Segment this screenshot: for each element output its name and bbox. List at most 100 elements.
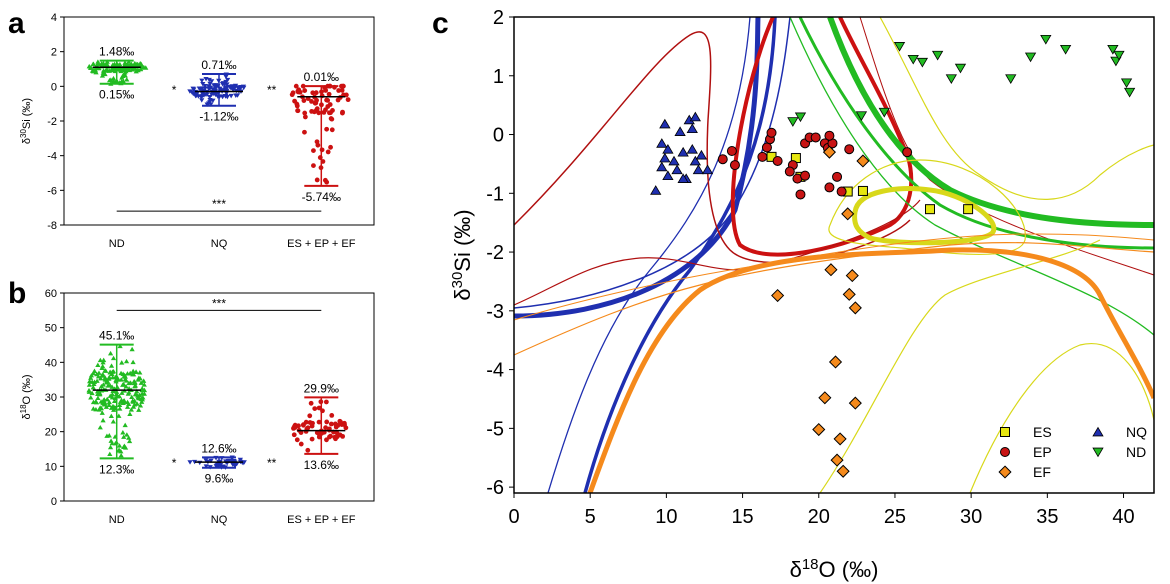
y-tick-label: -3 bbox=[486, 301, 504, 323]
data-point bbox=[137, 66, 144, 72]
min-label: -5.74‰ bbox=[302, 190, 341, 204]
data-point bbox=[99, 365, 105, 371]
x-tick-label: NQ bbox=[211, 238, 228, 250]
data-point bbox=[110, 78, 117, 84]
data-point bbox=[88, 395, 94, 400]
point-nd bbox=[893, 42, 906, 52]
point-ep bbox=[757, 151, 768, 162]
legend-label-ef: EF bbox=[1033, 464, 1051, 480]
data-point bbox=[132, 391, 139, 396]
data-point bbox=[100, 417, 106, 423]
data-point bbox=[118, 452, 124, 458]
data-point bbox=[327, 434, 332, 440]
panel-c-x-ticks: 0 5 10 15 20 25 30 35 40 bbox=[508, 493, 1135, 528]
point-ef bbox=[828, 355, 843, 369]
data-point bbox=[309, 436, 315, 442]
point-ef bbox=[848, 396, 862, 410]
data-point bbox=[316, 419, 322, 425]
data-point bbox=[136, 395, 142, 401]
data-point bbox=[106, 376, 112, 381]
point-ep bbox=[832, 171, 843, 182]
x-tick-label: 15 bbox=[731, 506, 753, 528]
data-point bbox=[99, 73, 106, 78]
point-nq bbox=[668, 155, 680, 166]
x-tick-label: 40 bbox=[1112, 506, 1134, 528]
data-point bbox=[141, 382, 147, 387]
point-ep bbox=[824, 182, 835, 193]
data-point bbox=[208, 458, 214, 464]
data-point bbox=[121, 374, 127, 379]
data-point bbox=[316, 110, 322, 116]
data-point bbox=[117, 61, 123, 67]
point-nd bbox=[931, 50, 944, 61]
y-tick-label: 30 bbox=[45, 392, 57, 404]
point-ep bbox=[726, 145, 737, 156]
panel-c-points bbox=[650, 34, 1136, 478]
data-point bbox=[97, 405, 103, 410]
x-tick-label: 10 bbox=[655, 506, 677, 528]
point-nq bbox=[692, 164, 705, 175]
data-point bbox=[99, 410, 105, 415]
data-point bbox=[228, 93, 234, 99]
contour-ef-outer-b bbox=[514, 233, 1154, 321]
data-point bbox=[298, 441, 304, 447]
data-point bbox=[102, 375, 108, 381]
panel-c-chart: -6 -5 -4 -3 -2 -1 0 1 2 0 5 10 15 20 25 30 35 40 ES EP EF N… bbox=[449, 7, 1155, 582]
data-point bbox=[93, 399, 100, 405]
data-point bbox=[313, 100, 319, 106]
data-point bbox=[203, 77, 209, 82]
min-label: 13.6‰ bbox=[304, 458, 339, 472]
point-ep bbox=[800, 170, 811, 181]
point-ef bbox=[841, 207, 855, 221]
data-point bbox=[316, 405, 322, 411]
data-point bbox=[116, 443, 123, 448]
y-tick-label: 0 bbox=[51, 496, 57, 508]
data-point bbox=[98, 383, 104, 389]
data-point bbox=[106, 77, 113, 83]
data-point bbox=[120, 67, 126, 72]
y-tick-label: 1 bbox=[493, 66, 504, 88]
data-point bbox=[211, 83, 217, 88]
data-point bbox=[328, 421, 334, 427]
data-point bbox=[110, 62, 116, 67]
legend-marker-nd bbox=[1092, 447, 1104, 458]
data-point bbox=[208, 85, 214, 91]
data-point bbox=[309, 98, 314, 104]
data-point bbox=[305, 447, 311, 453]
data-point bbox=[311, 109, 317, 115]
y-tick-label: -5 bbox=[486, 418, 504, 440]
point-nd bbox=[1123, 87, 1136, 98]
data-point bbox=[120, 73, 126, 79]
data-point bbox=[123, 358, 130, 364]
data-point bbox=[302, 110, 308, 116]
data-point bbox=[342, 422, 347, 428]
point-ep bbox=[772, 155, 783, 166]
data-point bbox=[86, 382, 92, 387]
data-point bbox=[233, 93, 239, 98]
data-point bbox=[310, 420, 315, 426]
x-tick-label: 0 bbox=[508, 506, 519, 528]
data-point bbox=[323, 399, 329, 405]
data-point bbox=[190, 86, 196, 92]
point-ef bbox=[824, 263, 838, 277]
data-point bbox=[126, 401, 132, 406]
data-point bbox=[129, 346, 135, 352]
point-nd bbox=[916, 57, 929, 68]
data-point bbox=[104, 433, 110, 438]
data-point bbox=[134, 401, 140, 406]
point-nq bbox=[677, 146, 689, 157]
data-point bbox=[128, 407, 134, 412]
data-point bbox=[107, 444, 114, 450]
point-nq bbox=[671, 164, 683, 175]
data-point bbox=[314, 139, 320, 145]
data-point bbox=[107, 369, 113, 374]
data-point bbox=[118, 370, 124, 376]
data-point bbox=[292, 98, 298, 104]
panel-a-marks: 1.48‰0.15‰0.71‰-1.12‰0.01‰-5.74‰* ***** bbox=[86, 45, 351, 212]
data-point bbox=[95, 362, 101, 368]
point-nq bbox=[686, 123, 698, 134]
point-ep bbox=[844, 144, 855, 155]
y-tick-label: 0 bbox=[493, 125, 504, 147]
y-tick-label: 20 bbox=[45, 427, 57, 439]
data-point bbox=[123, 445, 129, 450]
